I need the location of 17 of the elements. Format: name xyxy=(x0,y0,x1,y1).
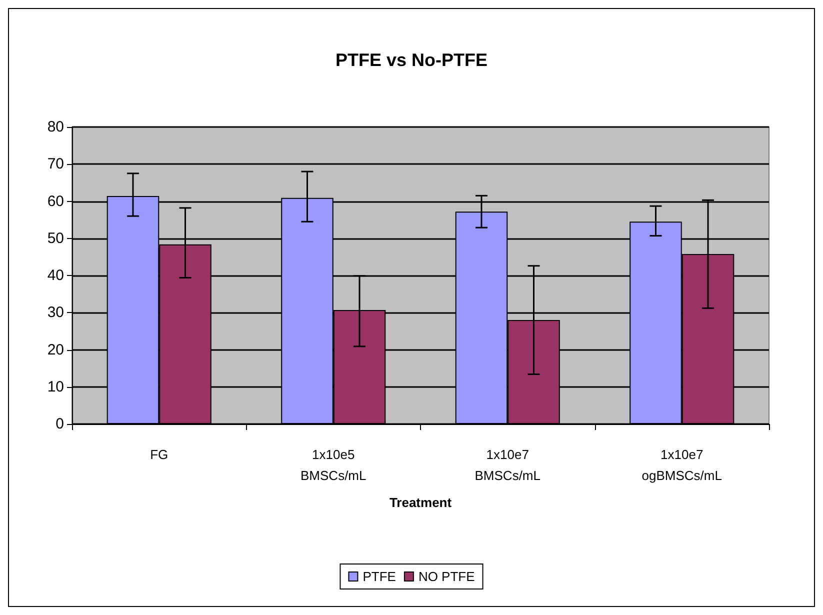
x-tick-label: 1x10e7 BMSCs/mL xyxy=(474,447,540,483)
legend-label: PTFE xyxy=(362,569,396,584)
y-tick-label: 20 xyxy=(47,341,64,358)
x-tick-label: FG xyxy=(150,447,168,462)
y-tick-label: 10 xyxy=(47,378,64,396)
y-tick-label: 70 xyxy=(47,156,64,173)
x-tick-label: 1x10e7 ogBMSCs/mL xyxy=(642,447,722,483)
y-tick-label: 80 xyxy=(47,118,64,136)
chart-title: PTFE vs No-PTFE xyxy=(335,50,488,70)
y-tick-label: 60 xyxy=(47,192,64,210)
y-tick-label: 0 xyxy=(56,416,64,432)
legend-label: NO PTFE xyxy=(418,569,476,584)
x-axis-title: Treatment xyxy=(389,495,452,510)
x-tick-label: 1x10e5 BMSCs/mL xyxy=(300,447,366,483)
y-tick-label: 30 xyxy=(47,304,64,322)
y-tick-label: 40 xyxy=(47,267,64,284)
y-tick-label: 50 xyxy=(47,230,64,247)
